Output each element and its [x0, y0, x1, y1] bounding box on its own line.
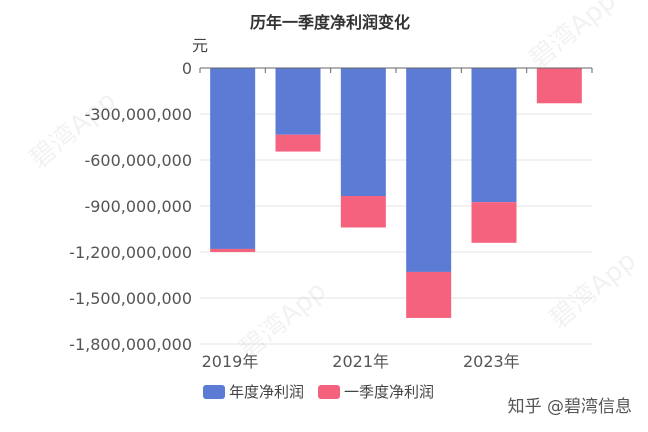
bar-annual: [275, 68, 321, 135]
bar-annual: [471, 68, 517, 203]
grid-layer: [200, 113, 592, 345]
y-tick-label: 0: [182, 59, 192, 78]
y-tick-label: -300,000,000: [84, 105, 192, 124]
bar-annual: [340, 68, 386, 197]
y-tick-label: -1,800,000,000: [69, 335, 192, 354]
y-tick-label: -900,000,000: [84, 197, 192, 216]
legend-swatch-q1: [318, 384, 341, 399]
legend-item-annual[interactable]: 年度净利润: [203, 381, 304, 402]
bar-annual: [406, 68, 452, 272]
y-tick-label: -1,200,000,000: [69, 243, 192, 262]
bar-q1: [471, 202, 517, 243]
y-tick-label: -1,500,000,000: [69, 289, 192, 308]
bar-q1: [210, 248, 256, 252]
legend-swatch-annual: [203, 384, 225, 399]
legend-label-q1: 一季度净利润: [344, 383, 435, 401]
axis-layer: 0 -300,000,000 -600,000,000 -900,000,000 -1,…: [69, 59, 593, 371]
legend-item-q1[interactable]: 一季度净利润: [318, 381, 434, 402]
x-tick-label: 2023年: [463, 352, 520, 371]
bar-q1: [406, 271, 452, 318]
y-tick-label: -600,000,000: [84, 151, 192, 170]
y-axis-unit: 元: [192, 36, 208, 55]
bar-layer: [210, 68, 582, 318]
legend-label-annual: 年度净利润: [229, 383, 305, 401]
bar-annual: [210, 68, 256, 249]
bar-q1: [275, 134, 321, 152]
x-tick-label: 2019年: [202, 352, 259, 371]
bar-q1: [340, 196, 386, 228]
legend: 年度净利润 一季度净利润: [203, 381, 434, 402]
footer-credit: 知乎 @碧湾信息: [507, 397, 632, 417]
bar-q1: [536, 68, 582, 104]
x-tick-label: 2021年: [332, 352, 389, 371]
chart-title: 历年一季度净利润变化: [250, 13, 410, 32]
